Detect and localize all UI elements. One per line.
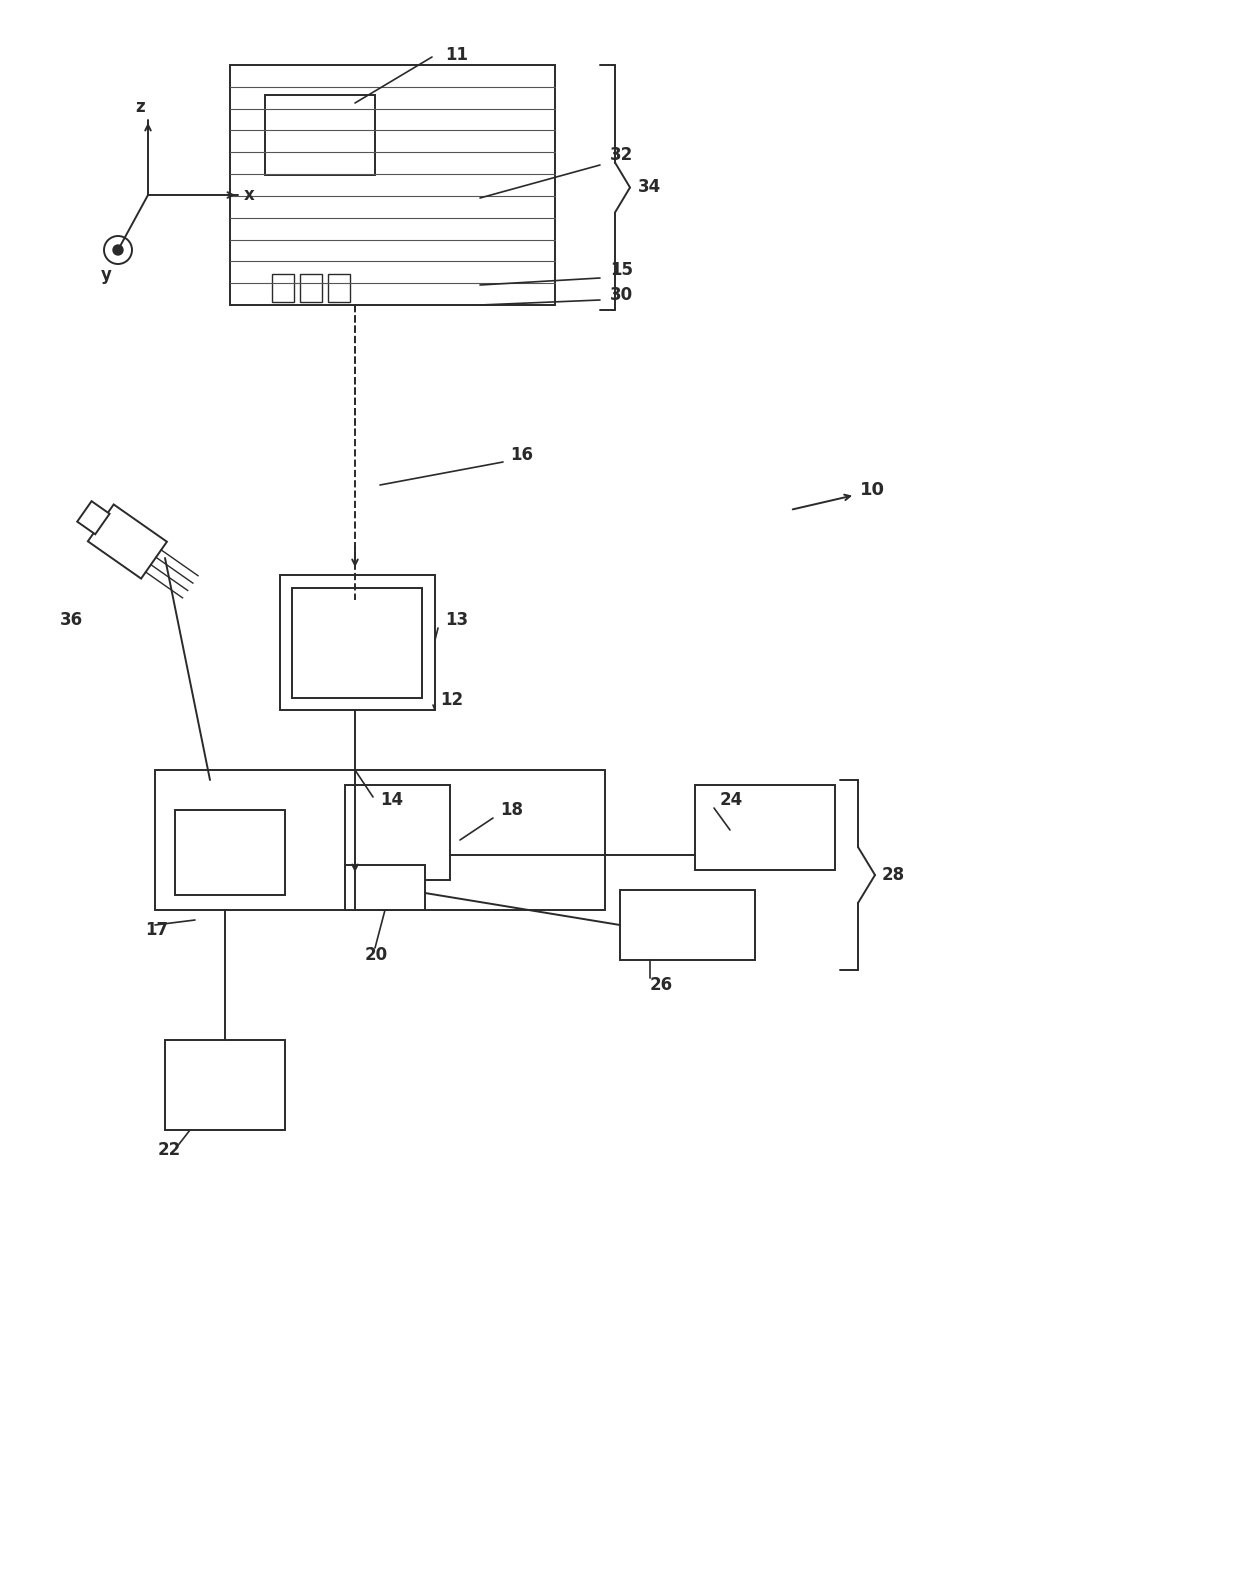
Text: 34: 34 <box>639 178 661 197</box>
Text: 26: 26 <box>650 976 673 995</box>
Bar <box>265 95 374 175</box>
Text: 36: 36 <box>60 612 83 629</box>
Text: 22: 22 <box>157 1141 181 1158</box>
Bar <box>291 588 422 698</box>
Bar <box>694 785 835 871</box>
Bar <box>229 65 556 305</box>
Text: z: z <box>135 99 145 116</box>
Bar <box>77 501 109 534</box>
Bar <box>272 273 294 302</box>
Text: 28: 28 <box>882 866 905 883</box>
Bar <box>280 575 435 710</box>
Circle shape <box>113 245 123 254</box>
Text: 15: 15 <box>610 261 632 280</box>
Bar <box>88 504 167 578</box>
Text: 14: 14 <box>379 791 403 809</box>
Text: 16: 16 <box>510 447 533 464</box>
Bar <box>620 890 755 960</box>
Bar <box>300 273 322 302</box>
Bar <box>175 810 285 895</box>
Bar <box>165 1039 285 1130</box>
Text: y: y <box>100 265 112 284</box>
Text: 18: 18 <box>500 801 523 818</box>
Text: 10: 10 <box>861 481 885 499</box>
Text: 20: 20 <box>365 945 388 965</box>
Text: 24: 24 <box>720 791 743 809</box>
Bar <box>155 771 605 910</box>
Text: 32: 32 <box>610 146 634 164</box>
Text: 11: 11 <box>445 46 467 64</box>
Text: 17: 17 <box>145 922 169 939</box>
Bar <box>345 864 425 910</box>
Text: 12: 12 <box>440 691 463 709</box>
Text: 30: 30 <box>610 286 634 303</box>
Text: x: x <box>244 186 254 203</box>
Text: 13: 13 <box>445 612 469 629</box>
Bar <box>329 273 350 302</box>
Bar <box>345 785 450 880</box>
